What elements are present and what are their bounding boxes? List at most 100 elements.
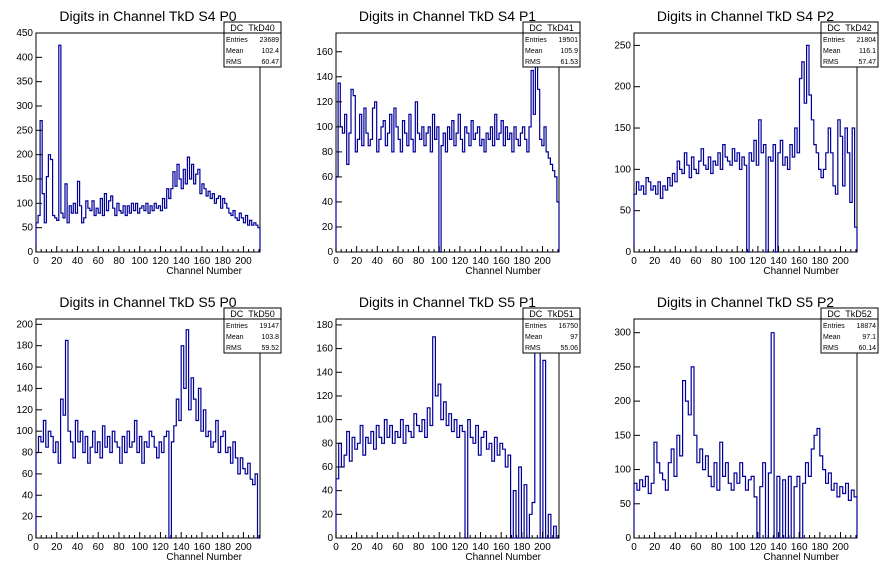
x-tick-label: 120 [152,256,169,267]
stats-value-entries: 19147 [260,323,280,330]
y-tick-label: 20 [322,222,334,233]
stats-label-mean: Mean [226,334,244,341]
x-axis-label: Channel Number [763,266,839,277]
x-tick-label: 120 [452,542,469,553]
stats-label-entries: Entries [226,37,248,44]
stats-value-mean: 116.1 [859,48,876,55]
y-tick-label: 0 [625,247,631,258]
x-tick-label: 200 [534,256,551,267]
y-tick-label: 100 [316,122,333,133]
y-tick-label: 200 [16,319,33,330]
x-tick-label: 200 [832,256,849,267]
y-tick-label: 0 [27,247,33,258]
stats-box-frame [522,307,581,354]
x-tick-label: 80 [413,256,425,267]
x-tick-label: 80 [711,542,723,553]
x-tick-label: 100 [131,256,148,267]
plot-frame [335,32,560,253]
y-tick-label: 300 [614,328,631,339]
stats-value-mean: 97.1 [862,334,876,341]
x-tick-label: 60 [392,542,404,553]
y-tick-label: 50 [22,223,34,234]
x-tick-label: 0 [631,542,637,553]
stats-value-entries: 21804 [857,37,877,44]
y-tick-label: 80 [22,448,34,459]
y-tick-label: 250 [614,40,631,51]
x-tick-label: 160 [493,542,510,553]
x-tick-label: 160 [493,256,510,267]
y-tick-label: 100 [614,164,631,175]
histogram-panel-2: Digits in Channel TkD S4 P2 0 20 40 60 80 100 1… [614,8,879,277]
stats-label-mean: Mean [525,334,543,341]
x-tick-label: 20 [649,256,661,267]
x-tick-label: 20 [51,256,63,267]
y-tick-label: 200 [614,82,631,93]
stats-box: DC_TkD40 Entries 23689 Mean 102.4 RMS 60.47 [223,21,282,68]
x-tick-label: 160 [194,256,211,267]
histogram-panel-4: Digits in Channel TkD S5 P1 0 20 40 60 80 100 1… [316,294,581,563]
stats-value-rms: 60.47 [261,59,279,66]
stats-value-mean: 102.4 [261,48,279,55]
stats-name: DC_TkD42 [827,23,872,33]
stats-label-entries: Entries [525,323,547,330]
stats-value-mean: 103.8 [261,334,279,341]
stats-box: DC_TkD51 Entries 16750 Mean 97 RMS 55.06 [522,307,581,354]
x-tick-label: 160 [791,542,808,553]
y-tick-label: 0 [327,533,333,544]
stats-label-mean: Mean [823,334,841,341]
x-tick-label: 200 [832,542,849,553]
stats-box-frame [820,21,879,68]
x-tick-label: 80 [711,256,723,267]
histogram-line [335,51,560,253]
x-tick-label: 140 [770,256,787,267]
x-tick-label: 140 [173,256,190,267]
y-tick-label: 80 [322,147,334,158]
y-tick-label: 100 [16,198,33,209]
y-tick-label: 160 [316,47,333,58]
x-tick-label: 200 [235,542,252,553]
x-tick-label: 0 [333,256,339,267]
x-axis-label: Channel Number [166,266,242,277]
x-tick-label: 120 [750,542,767,553]
x-tick-label: 200 [235,256,252,267]
stats-label-entries: Entries [226,323,248,330]
x-tick-label: 60 [93,542,105,553]
x-tick-label: 100 [131,542,148,553]
y-tick-label: 0 [27,533,33,544]
y-tick-label: 200 [614,396,631,407]
stats-value-entries: 23689 [260,37,280,44]
x-tick-label: 80 [113,256,125,267]
stats-label-mean: Mean [823,48,841,55]
x-tick-label: 60 [93,256,105,267]
x-axis-label: Channel Number [166,552,242,563]
histogram-panel-5: Digits in Channel TkD S5 P2 0 20 40 60 80 100 1… [614,294,879,563]
x-tick-label: 100 [431,256,448,267]
plot-frame [335,318,560,539]
histogram-panel-3: Digits in Channel TkD S5 P0 0 20 40 60 80 100 1… [16,294,282,563]
chart-title: Digits in Channel TkD S4 P2 [657,8,834,24]
histogram-panel-1: Digits in Channel TkD S4 P1 0 20 40 60 80 100 1… [316,8,581,277]
stats-box: DC_TkD41 Entries 19501 Mean 105.9 RMS 61.53 [522,21,581,68]
y-tick-label: 150 [614,123,631,134]
stats-name: DC_TkD50 [230,309,275,319]
x-tick-label: 20 [351,542,363,553]
x-tick-label: 40 [72,256,84,267]
stats-value-entries: 19501 [559,37,579,44]
x-tick-label: 180 [214,542,231,553]
stats-label-entries: Entries [823,323,845,330]
stats-label-rms: RMS [226,345,242,352]
chart-title: Digits in Channel TkD S4 P1 [359,8,536,24]
histogram-line [633,332,858,539]
plot-frame [35,318,261,539]
x-tick-label: 140 [472,542,489,553]
stats-label-rms: RMS [823,345,839,352]
stats-name: DC_TkD52 [827,309,872,319]
stats-box-frame [223,307,282,354]
x-tick-label: 140 [173,542,190,553]
histogram-line [633,44,858,253]
y-tick-label: 180 [16,341,33,352]
y-tick-label: 150 [614,430,631,441]
stats-label-entries: Entries [823,37,845,44]
x-tick-label: 200 [534,542,551,553]
